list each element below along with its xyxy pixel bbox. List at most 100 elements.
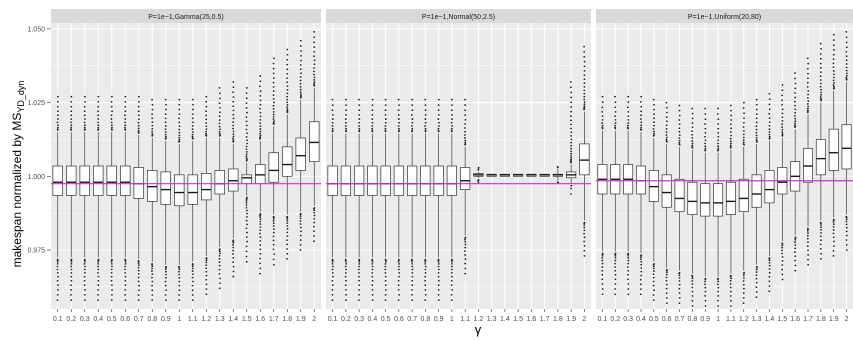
outlier-point xyxy=(820,222,822,225)
outlier-point xyxy=(345,260,347,263)
outlier-point xyxy=(83,259,86,262)
box xyxy=(725,104,736,307)
outlier-point xyxy=(807,93,810,96)
outlier-point xyxy=(450,299,453,302)
outlier-point xyxy=(97,118,100,120)
outlier-point xyxy=(691,122,694,124)
outlier-point xyxy=(819,62,822,65)
outlier-point xyxy=(729,104,732,107)
outlier-point xyxy=(716,283,719,286)
outlier-point xyxy=(205,257,208,260)
outlier-point xyxy=(411,104,414,107)
outlier-point xyxy=(614,257,617,259)
outlier-point xyxy=(768,121,771,124)
outlier-point xyxy=(124,271,127,274)
outlier-point xyxy=(464,127,466,129)
outlier-point xyxy=(464,109,466,112)
outlier-point xyxy=(437,293,440,296)
outlier-point xyxy=(299,88,302,91)
outlier-point xyxy=(232,243,234,246)
outlier-point xyxy=(219,106,221,109)
box-iqr xyxy=(133,167,144,199)
outlier-point xyxy=(665,140,668,142)
outlier-point xyxy=(729,140,732,143)
box-iqr xyxy=(354,165,365,196)
outlier-point xyxy=(583,74,586,77)
outlier-point xyxy=(70,260,73,263)
outlier-point xyxy=(450,260,453,263)
outlier-point xyxy=(819,42,822,45)
outlier-point xyxy=(768,124,771,127)
x-tick-label: 1.3 xyxy=(752,316,762,323)
outlier-point xyxy=(299,244,302,246)
outlier-point xyxy=(299,82,302,85)
outlier-point xyxy=(70,299,73,302)
outlier-point xyxy=(477,179,480,182)
outlier-point xyxy=(371,260,374,263)
outlier-point xyxy=(259,252,262,255)
outlier-point xyxy=(272,263,275,266)
outlier-point xyxy=(191,270,194,272)
outlier-point xyxy=(83,260,86,263)
outlier-point xyxy=(124,288,127,291)
outlier-point xyxy=(259,262,262,265)
outlier-point xyxy=(205,128,208,131)
box-iqr xyxy=(420,165,431,196)
outlier-point xyxy=(437,288,440,291)
box xyxy=(623,95,634,296)
outlier-point xyxy=(398,262,400,265)
outlier-point xyxy=(232,265,235,268)
outlier-point xyxy=(178,270,180,273)
facet-strip-title: P=1e−1,Uniform(20,80) xyxy=(688,14,761,21)
outlier-point xyxy=(110,268,113,271)
outlier-point xyxy=(259,128,262,130)
outlier-point xyxy=(151,280,154,283)
outlier-point xyxy=(832,53,835,56)
outlier-point xyxy=(371,104,374,107)
outlier-point xyxy=(286,109,289,112)
box xyxy=(764,92,775,293)
outlier-point xyxy=(331,271,334,274)
outlier-point xyxy=(397,127,400,130)
outlier-point xyxy=(272,225,275,227)
outlier-point xyxy=(794,238,797,241)
outlier-point xyxy=(678,139,681,142)
outlier-point xyxy=(110,271,113,274)
outlier-point xyxy=(614,288,617,290)
outlier-point xyxy=(704,305,707,307)
outlier-point xyxy=(137,105,140,108)
outlier-point xyxy=(794,111,797,114)
outlier-point xyxy=(806,97,809,99)
box xyxy=(147,98,158,302)
outlier-point xyxy=(205,110,207,113)
outlier-point xyxy=(807,232,809,234)
outlier-point xyxy=(614,254,617,257)
outlier-point xyxy=(601,273,604,276)
outlier-point xyxy=(768,259,771,262)
outlier-point xyxy=(845,220,848,223)
outlier-point xyxy=(371,125,374,127)
outlier-point xyxy=(653,289,655,292)
outlier-point xyxy=(97,265,100,268)
box xyxy=(539,173,550,177)
outlier-point xyxy=(833,85,835,88)
outlier-point xyxy=(583,224,586,227)
outlier-point xyxy=(259,272,261,275)
box xyxy=(66,95,77,302)
outlier-point xyxy=(819,53,822,55)
outlier-point xyxy=(384,104,387,107)
outlier-point xyxy=(729,305,732,307)
outlier-point xyxy=(272,113,275,116)
outlier-point xyxy=(232,100,235,103)
outlier-point xyxy=(164,280,167,283)
outlier-point xyxy=(450,98,453,101)
outlier-point xyxy=(794,255,797,258)
x-tick-label: 2 xyxy=(845,316,849,323)
outlier-point xyxy=(614,283,617,285)
outlier-point xyxy=(451,113,453,116)
outlier-point xyxy=(845,36,848,39)
outlier-point xyxy=(83,293,86,296)
box-iqr xyxy=(214,170,225,195)
outlier-point xyxy=(652,284,655,287)
outlier-point xyxy=(313,79,316,81)
